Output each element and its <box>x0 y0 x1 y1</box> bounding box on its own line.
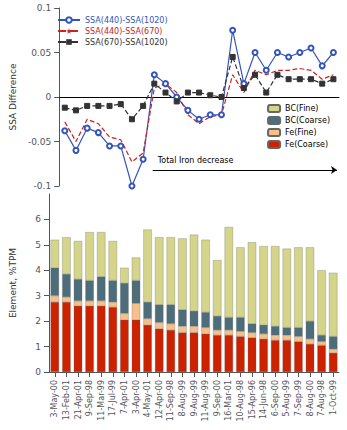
svg-text:1: 1 <box>35 342 41 352</box>
svg-text:-0.1: -0.1 <box>34 181 52 191</box>
svg-text:11-Aug-99: 11-Aug-99 <box>201 380 210 422</box>
svg-text:3: 3 <box>35 291 41 301</box>
svg-text:7-Apr-01: 7-Apr-01 <box>120 380 129 414</box>
svg-text:0: 0 <box>45 92 51 102</box>
svg-text:14-Jun-98: 14-Jun-98 <box>259 380 268 419</box>
svg-text:8-Aug-99: 8-Aug-99 <box>178 380 187 417</box>
svg-text:5-Aug-99: 5-Aug-99 <box>282 380 291 417</box>
svg-text:11-Sep-98: 11-Sep-98 <box>166 380 175 421</box>
svg-text:3-Apr-00: 3-Apr-00 <box>132 380 141 414</box>
svg-text:3-May-00: 3-May-00 <box>50 380 59 417</box>
svg-text:16-Mar-01: 16-Mar-01 <box>224 380 233 421</box>
svg-text:4-May-01: 4-May-01 <box>143 380 152 417</box>
svg-text:Fe(Fine): Fe(Fine) <box>285 128 317 137</box>
svg-text:9-Sep-00: 9-Sep-00 <box>213 380 222 416</box>
svg-text:BC(Coarse): BC(Coarse) <box>285 116 330 125</box>
svg-text:7-Aug-98: 7-Aug-98 <box>317 380 326 417</box>
svg-text:1-Oct-99: 1-Oct-99 <box>329 380 338 415</box>
svg-text:5: 5 <box>35 240 41 250</box>
svg-text:7-Sep-99: 7-Sep-99 <box>294 380 303 416</box>
svg-text:SSA(440)-SSA(1020): SSA(440)-SSA(1020) <box>85 16 168 25</box>
svg-text:21-Apr-01: 21-Apr-01 <box>74 380 83 419</box>
svg-text:-0.05: -0.05 <box>28 137 51 147</box>
svg-text:Fe(Coarse): Fe(Coarse) <box>285 140 328 149</box>
svg-text:10-Aug-98: 10-Aug-98 <box>236 380 245 422</box>
svg-text:9-Sep-98: 9-Sep-98 <box>85 380 94 416</box>
svg-text:0.1: 0.1 <box>37 3 51 13</box>
svg-text:Total Iron decrease: Total Iron decrease <box>157 156 234 165</box>
svg-text:6-Sep-00: 6-Sep-00 <box>271 380 280 416</box>
svg-text:BC(Fine): BC(Fine) <box>285 104 318 113</box>
svg-text:0: 0 <box>35 367 41 377</box>
svg-text:SSA(440)-SSA(670): SSA(440)-SSA(670) <box>85 27 162 36</box>
svg-text:15-Apr-96: 15-Apr-96 <box>248 380 257 419</box>
svg-text:11-Mar-99: 11-Mar-99 <box>97 380 106 421</box>
svg-text:SSA Difference: SSA Difference <box>8 63 18 130</box>
svg-text:17-Jul-99: 17-Jul-99 <box>108 380 117 416</box>
svg-text:4: 4 <box>35 265 41 275</box>
svg-text:13-Feb-01: 13-Feb-01 <box>62 380 71 420</box>
svg-text:Element, %TPM: Element, %TPM <box>8 248 18 318</box>
svg-text:0.05: 0.05 <box>31 48 51 58</box>
svg-text:12-Apr-00: 12-Apr-00 <box>155 380 164 419</box>
svg-text:8-Aug-00: 8-Aug-00 <box>306 380 315 417</box>
svg-text:6: 6 <box>35 214 41 224</box>
svg-text:SSA(670)-SSA(1020): SSA(670)-SSA(1020) <box>85 38 168 47</box>
svg-text:9-Aug-99: 9-Aug-99 <box>190 380 199 417</box>
svg-text:2: 2 <box>35 316 41 326</box>
